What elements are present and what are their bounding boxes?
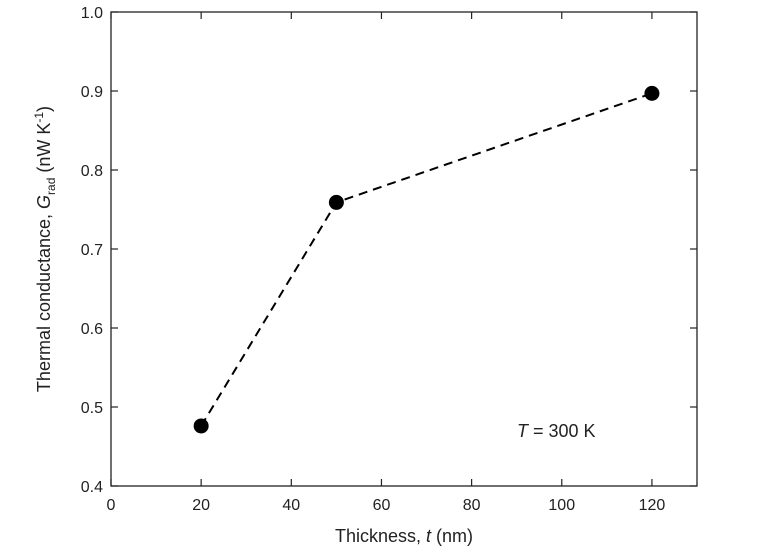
y-axis-title-superscript: -1 xyxy=(32,112,46,123)
x-tick-label: 80 xyxy=(463,497,481,514)
y-tick-label: 0.8 xyxy=(81,163,103,180)
x-axis-ticks: 0 20 40 60 80 100 120 xyxy=(107,12,666,514)
temperature-annotation: T = 300 K xyxy=(517,421,596,441)
annotation-variable: T xyxy=(517,421,530,441)
y-axis-title-text: Thermal conductance, xyxy=(34,209,54,392)
y-tick-label: 0.7 xyxy=(81,242,103,259)
x-axis-title-variable: t xyxy=(426,526,432,546)
y-axis-title: Thermal conductance, Grad (nW K-1) xyxy=(32,106,58,392)
y-tick-label: 0.6 xyxy=(81,321,103,338)
y-tick-label: 0.4 xyxy=(81,479,103,496)
y-tick-label: 1.0 xyxy=(81,5,103,22)
x-tick-label: 40 xyxy=(282,497,300,514)
data-point xyxy=(193,418,209,434)
plot-area: 0.4 0.5 0.6 0.7 0.8 0.9 1.0 0 20 40 60 80 100 120 xyxy=(81,5,698,514)
x-tick-label: 100 xyxy=(548,497,575,514)
x-tick-label: 20 xyxy=(192,497,210,514)
x-axis-title: Thickness, t (nm) xyxy=(335,526,473,546)
y-tick-label: 0.5 xyxy=(81,400,103,417)
y-axis-title-subscript: rad xyxy=(44,178,58,195)
y-axis-title-unit: (nW K xyxy=(34,123,54,178)
data-series xyxy=(193,85,660,434)
y-axis-title-variable: G xyxy=(34,195,54,209)
series-dashed-line xyxy=(200,92,653,427)
annotation-text: = 300 K xyxy=(528,421,596,441)
x-tick-label: 60 xyxy=(373,497,391,514)
x-axis-title-unit: (nm) xyxy=(431,526,473,546)
plot-frame xyxy=(110,11,698,487)
x-axis-title-text: Thickness, xyxy=(335,526,426,546)
y-tick-label: 0.9 xyxy=(81,84,103,101)
y-axis-ticks: 0.4 0.5 0.6 0.7 0.8 0.9 1.0 xyxy=(81,5,697,496)
data-point xyxy=(328,194,344,210)
data-point xyxy=(644,85,660,101)
x-tick-label: 120 xyxy=(639,497,666,514)
y-axis-title-unit-close: ) xyxy=(34,106,54,112)
x-tick-label: 0 xyxy=(107,497,116,514)
